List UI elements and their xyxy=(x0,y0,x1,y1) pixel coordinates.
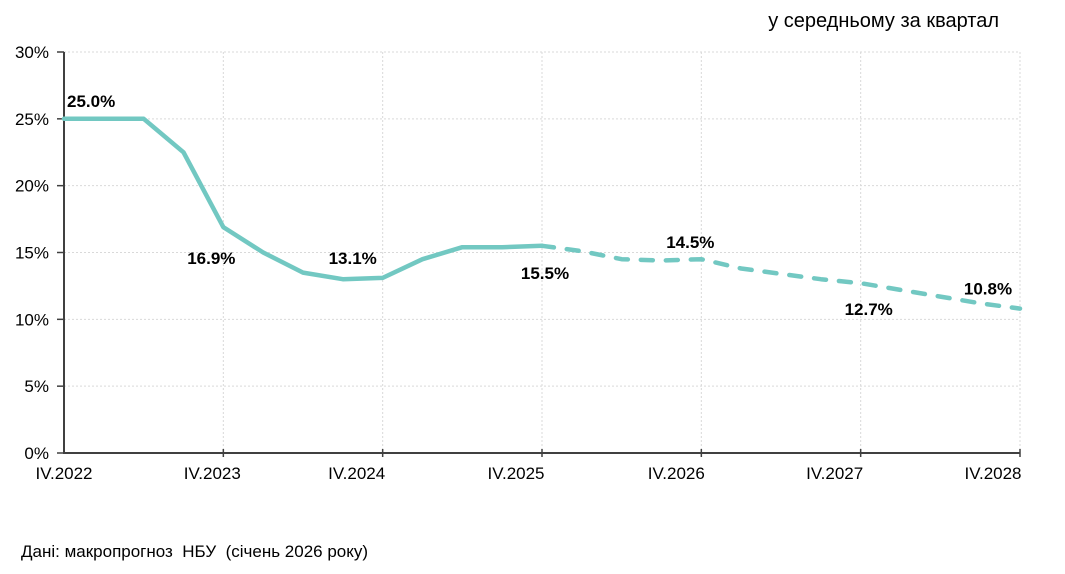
y-axis-tick-label: 10% xyxy=(15,310,49,329)
x-axis-tick-label: IV.2024 xyxy=(328,464,385,483)
data-point-label: 25.0% xyxy=(67,92,115,111)
y-axis-tick-label: 0% xyxy=(24,444,49,463)
series-line-fact xyxy=(61,116,545,282)
series-line-forecast xyxy=(539,243,1023,311)
data-point-label: 14.5% xyxy=(666,233,714,252)
data-point-label: 15.5% xyxy=(521,264,569,283)
y-axis-tick-label: 30% xyxy=(15,43,49,62)
chart-title: у середньому за квартал xyxy=(768,10,999,32)
x-axis-tick-label: IV.2022 xyxy=(35,464,92,483)
source-note: Дані: макропрогноз НБУ (січень 2026 року… xyxy=(21,542,369,561)
line-chart-plot: 0% 5% 10% 15% 20% 25% 30% IV.2022 IV.2023 IV.2024… xyxy=(15,43,1023,483)
data-point-label: 16.9% xyxy=(187,249,235,268)
data-point-label: 12.7% xyxy=(845,300,893,319)
y-axis-tick-label: 5% xyxy=(24,377,49,396)
x-axis-tick-label: IV.2026 xyxy=(648,464,705,483)
data-point-label: 10.8% xyxy=(964,280,1012,299)
x-axis-tick-label: IV.2027 xyxy=(806,464,863,483)
x-axis-tick-label: IV.2023 xyxy=(184,464,241,483)
x-axis-tick-label: IV.2025 xyxy=(487,464,544,483)
x-axis-tick-label: IV.2028 xyxy=(964,464,1021,483)
y-axis-tick-label: 20% xyxy=(15,177,49,196)
y-axis-tick-label: 15% xyxy=(15,244,49,263)
data-point-label: 13.1% xyxy=(329,249,377,268)
y-axis-tick-label: 25% xyxy=(15,110,49,129)
